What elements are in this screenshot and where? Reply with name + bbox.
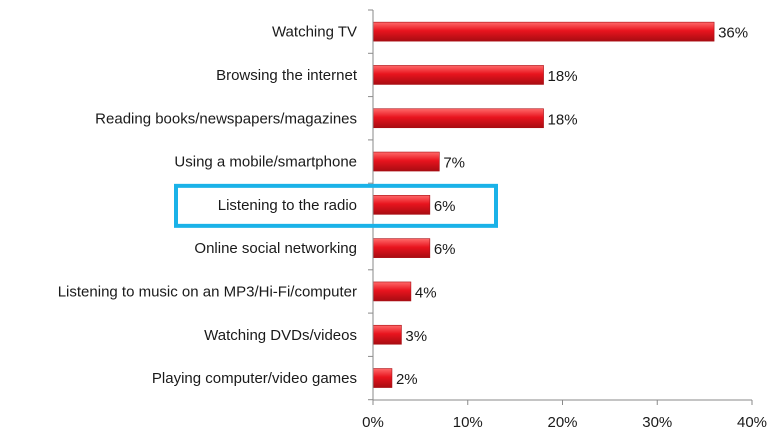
data-label: 3%: [405, 328, 427, 345]
category-label: Playing computer/video games: [152, 370, 357, 387]
bar: [372, 151, 440, 172]
data-label: 7%: [443, 155, 465, 172]
category-label: Listening to music on an MP3/Hi-Fi/compu…: [58, 283, 357, 300]
category-label: Listening to the radio: [218, 197, 357, 214]
bar: [372, 21, 715, 42]
data-label: 4%: [415, 284, 437, 301]
labels-layer: Watching TV 36% Browsing the internet 18% Re…: [58, 24, 748, 388]
x-tick-label: 40%: [737, 414, 767, 431]
data-label: 6%: [434, 198, 456, 215]
highlight-box: [174, 183, 498, 228]
category-label: Reading books/newspapers/magazines: [95, 110, 357, 127]
category-label: Using a mobile/smartphone: [174, 154, 357, 171]
data-label: 36%: [718, 25, 748, 42]
category-label: Online social networking: [194, 240, 357, 257]
bar: [372, 65, 544, 85]
x-tick-label: 20%: [547, 414, 577, 431]
x-tick-label: 30%: [642, 414, 672, 431]
category-label: Watching DVDs/videos: [204, 327, 357, 344]
data-label: 6%: [434, 241, 456, 258]
bar: [372, 281, 412, 302]
bar: [372, 195, 431, 215]
data-label: 18%: [548, 111, 578, 128]
category-label: Watching TV: [272, 24, 357, 41]
data-label: 2%: [396, 371, 418, 388]
x-tick-label: 10%: [453, 414, 483, 431]
axis-layer: 0% 10% 20% 30% 40%: [362, 9, 767, 431]
highlight-layer: [174, 183, 498, 228]
x-tick-label: 0%: [362, 414, 384, 431]
bar: [372, 238, 431, 258]
data-label: 18%: [548, 68, 578, 85]
category-label: Browsing the internet: [216, 67, 358, 84]
bar: [372, 368, 393, 388]
bar: [372, 108, 544, 129]
bar: [372, 324, 402, 345]
